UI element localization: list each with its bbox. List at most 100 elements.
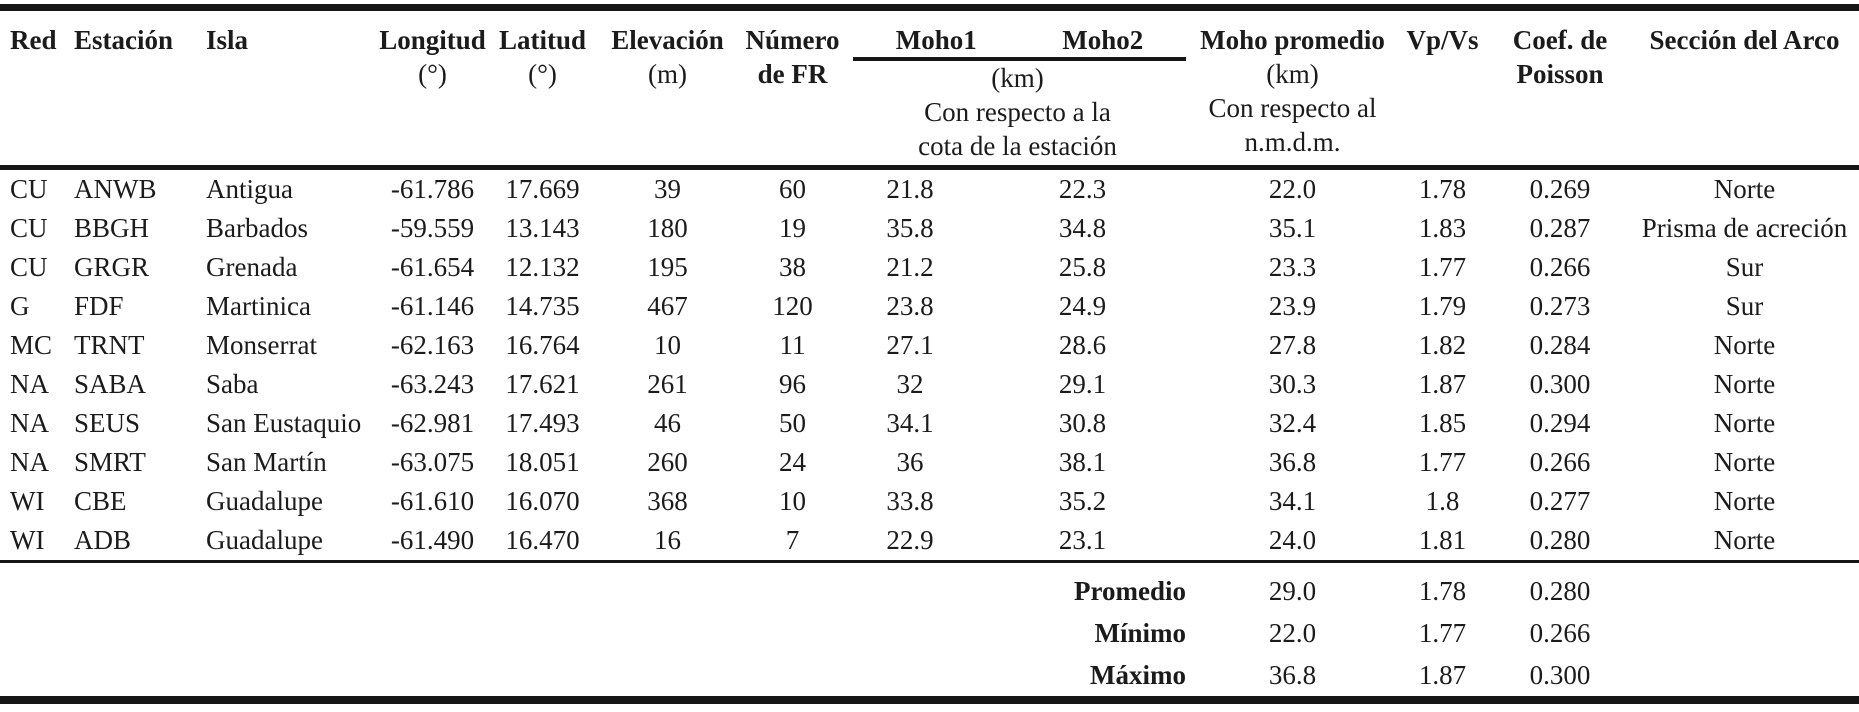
cell-moho-promedio: 27.8 — [1268, 330, 1317, 360]
cell-moho1: 27.1 — [886, 330, 934, 360]
cell-vpvs: 1.79 — [1418, 291, 1467, 321]
cell-elevacion: 368 — [647, 486, 688, 516]
moho-promedio-note-line1: Con respecto al — [1208, 93, 1377, 123]
summary-promedio-vpvs: 1.78 — [1418, 576, 1467, 606]
cell-moho2: 28.6 — [1058, 330, 1107, 360]
table-row: CU BBGH Barbados -59.559 13.143 180 19 3… — [0, 209, 1859, 248]
cell-latitud: 17.669 — [505, 174, 580, 204]
summary-row-minimo: Mínimo 22.0 1.77 0.266 — [0, 612, 1859, 654]
cell-isla: San Martín — [206, 447, 327, 477]
cell-estacion: SABA — [74, 369, 147, 399]
cell-moho-promedio: 24.0 — [1190, 521, 1395, 563]
cell-vpvs: 1.8 — [1425, 486, 1460, 516]
cell-red: MC — [10, 330, 53, 360]
station-table: Red Estación Isla Longitud (°) Latitud (… — [0, 11, 1859, 696]
station-table-container: Red Estación Isla Longitud (°) Latitud (… — [0, 4, 1859, 704]
cell-longitud: -59.559 — [390, 213, 475, 243]
cell-latitud: 16.764 — [505, 330, 580, 360]
summary-minimo-moho: 22.0 — [1268, 618, 1317, 648]
summary-row-maximo: Máximo 36.8 1.87 0.300 — [0, 654, 1859, 696]
cell-moho-promedio: 23.3 — [1268, 252, 1317, 282]
cell-numero-fr: 96 — [779, 369, 806, 399]
cell-latitud: 16.070 — [505, 486, 580, 516]
cell-estacion: TRNT — [74, 330, 145, 360]
cell-poisson: 0.273 — [1529, 291, 1591, 321]
summary-promedio-moho: 29.0 — [1268, 576, 1317, 606]
cell-red: NA — [10, 408, 49, 438]
cell-moho2: 29.1 — [1058, 369, 1107, 399]
table-row: NA SMRT San Martín -63.075 18.051 260 24… — [0, 443, 1859, 482]
cell-estacion: ANWB — [74, 174, 157, 204]
col-header-elevacion-unit: (m) — [648, 59, 687, 89]
cell-estacion: SEUS — [74, 408, 141, 438]
cell-moho2: 24.9 — [1058, 291, 1107, 321]
cell-red: CU — [10, 174, 48, 204]
col-header-poisson-line1: Coef. de — [1512, 25, 1608, 55]
cell-poisson: 0.277 — [1529, 486, 1591, 516]
cell-moho-promedio: 36.8 — [1268, 447, 1317, 477]
cell-numero-fr: 50 — [779, 408, 806, 438]
cell-poisson: 0.287 — [1529, 213, 1591, 243]
cell-longitud: -61.610 — [390, 486, 475, 516]
summary-maximo-poisson: 0.300 — [1529, 660, 1591, 690]
col-header-moho-promedio-unit: (km) — [1266, 59, 1319, 89]
cell-numero-fr: 38 — [779, 252, 806, 282]
col-header-numero-fr-line1: Número — [745, 25, 840, 55]
cell-red: WI — [10, 486, 45, 516]
table-row: NA SABA Saba -63.243 17.621 261 96 32 29… — [0, 365, 1859, 404]
cell-seccion: Sur — [1725, 252, 1764, 282]
cell-moho2: 35.2 — [1058, 486, 1107, 516]
cell-estacion: CBE — [74, 486, 127, 516]
cell-vpvs: 1.87 — [1418, 369, 1467, 399]
moho-promedio-note-line2: n.m.d.m. — [1244, 127, 1341, 157]
cell-vpvs: 1.77 — [1418, 252, 1467, 282]
moho-group-note-line2: cota de la estación — [918, 131, 1117, 161]
cell-poisson: 0.266 — [1529, 447, 1591, 477]
cell-latitud: 17.621 — [505, 369, 580, 399]
table-row: CU ANWB Antigua -61.786 17.669 39 60 21.… — [0, 168, 1859, 210]
col-header-vpvs: Vp/Vs — [1395, 11, 1490, 170]
cell-moho1: 23.8 — [886, 291, 934, 321]
cell-estacion: FDF — [74, 291, 124, 321]
table-row: WI ADB Guadalupe -61.490 16.470 16 7 22.… — [0, 521, 1859, 563]
cell-longitud: -62.163 — [390, 330, 475, 360]
summary-section: Promedio 29.0 1.78 0.280 Mínimo 22.0 1.7… — [0, 562, 1859, 697]
cell-red: G — [10, 291, 30, 321]
col-header-latitud: Latitud (°) — [490, 11, 595, 170]
cell-isla: Antigua — [206, 174, 293, 204]
cell-isla: Guadalupe — [206, 486, 323, 516]
cell-moho2: 38.1 — [1058, 447, 1107, 477]
cell-seccion: Norte — [1713, 447, 1776, 477]
cell-estacion: SMRT — [74, 447, 146, 477]
cell-latitud: 17.493 — [505, 408, 580, 438]
cell-latitud: 16.470 — [490, 521, 595, 563]
table-row: CU GRGR Grenada -61.654 12.132 195 38 21… — [0, 248, 1859, 287]
cell-red: WI — [0, 521, 60, 563]
cell-poisson: 0.269 — [1529, 174, 1591, 204]
summary-label-promedio: Promedio — [1074, 576, 1186, 606]
cell-moho2: 23.1 — [975, 521, 1190, 563]
cell-moho-promedio: 30.3 — [1268, 369, 1317, 399]
cell-latitud: 12.132 — [505, 252, 580, 282]
summary-label-maximo: Máximo — [1090, 660, 1186, 690]
cell-latitud: 13.143 — [505, 213, 580, 243]
col-header-vpvs-label: Vp/Vs — [1406, 25, 1479, 55]
cell-seccion: Norte — [1713, 486, 1776, 516]
col-header-poisson: Coef. de Poisson — [1490, 11, 1630, 170]
col-header-numero-fr: Número de FR — [740, 11, 845, 170]
cell-seccion: Norte — [1713, 408, 1776, 438]
cell-longitud: -61.654 — [390, 252, 475, 282]
cell-estacion: ADB — [60, 521, 190, 563]
cell-isla: Martinica — [206, 291, 311, 321]
header-row: Red Estación Isla Longitud (°) Latitud (… — [0, 11, 1859, 170]
cell-seccion: Norte — [1713, 330, 1776, 360]
col-header-longitud: Longitud (°) — [375, 11, 490, 170]
col-header-numero-fr-line2: de FR — [757, 59, 828, 89]
col-header-longitud-unit: (°) — [418, 59, 447, 89]
col-header-moho-promedio-label: Moho promedio — [1200, 25, 1385, 55]
col-header-estacion-label: Estación — [74, 25, 174, 55]
cell-moho1: 22.9 — [845, 521, 975, 563]
cell-vpvs: 1.83 — [1418, 213, 1467, 243]
col-header-moho2: Moho2 — [1062, 25, 1144, 55]
cell-moho-promedio: 34.1 — [1268, 486, 1317, 516]
